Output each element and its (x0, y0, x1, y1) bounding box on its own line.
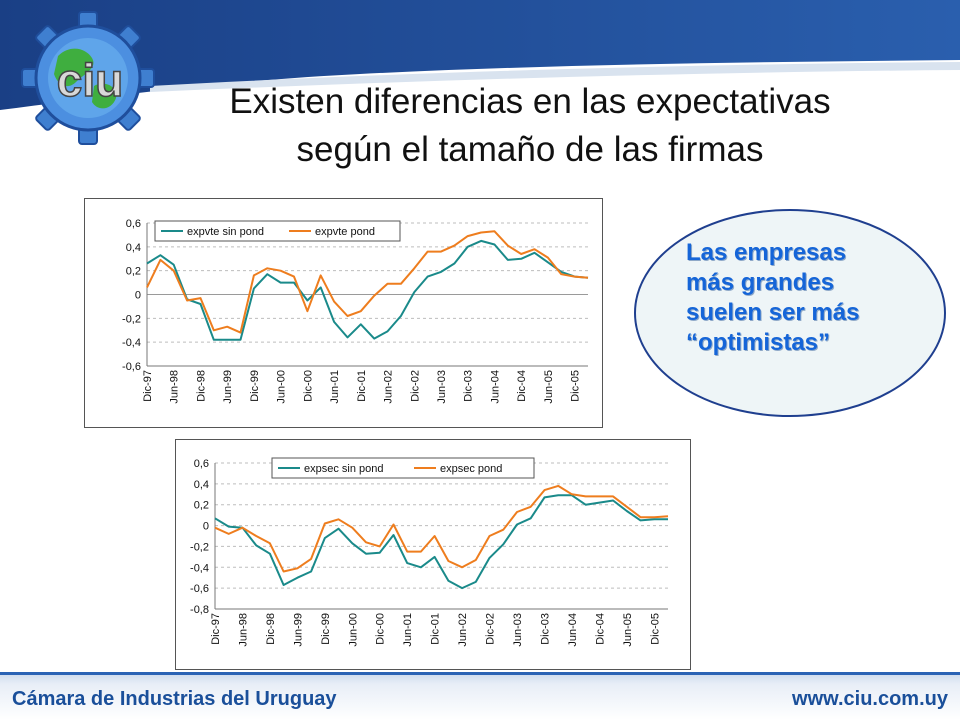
callout-text: Las empresas más grandes suelen ser más … (686, 238, 906, 358)
x-tick-label: Dic-98 (265, 613, 277, 645)
x-tick-label: Dic-01 (356, 370, 368, 402)
x-tick-label: Dic-99 (320, 613, 332, 645)
y-tick-label: 0,2 (194, 500, 209, 512)
footer-band (0, 672, 960, 720)
x-tick-label: Dic-04 (516, 370, 528, 402)
page-title: Existen diferencias en las expectativas … (150, 78, 910, 174)
y-tick-label: 0,6 (126, 218, 141, 230)
x-tick-label: Dic-00 (302, 370, 314, 402)
y-tick-label: -0,2 (122, 313, 141, 325)
x-tick-label: Dic-97 (142, 370, 154, 402)
y-tick-label: -0,6 (190, 583, 209, 595)
title-line-1: Existen diferencias en las expectativas (229, 82, 831, 121)
y-tick-label: -0,2 (190, 541, 209, 553)
x-tick-label: Jun-03 (436, 370, 448, 404)
x-tick-label: Jun-05 (622, 613, 634, 647)
x-tick-label: Dic-98 (195, 370, 207, 402)
y-tick-label: 0,6 (194, 458, 209, 470)
svg-text:ciu: ciu (57, 54, 123, 106)
x-tick-label: Jun-03 (512, 613, 524, 647)
legend-box (154, 220, 401, 242)
ciu-logo: ciu (21, 11, 155, 145)
footer-website[interactable]: www.ciu.com.uy (792, 688, 948, 710)
callout-line: más grandes (686, 269, 835, 296)
chart-expsec: 0,6 0,4 0,2 0 -0,2 -0,4 -0,6 -0,8 Dic-97 Jun-98 Di… (175, 439, 691, 670)
x-tick-label: Dic-97 (210, 613, 222, 645)
x-tick-label: Jun-04 (567, 613, 579, 647)
legend-label: expsec pond (440, 463, 502, 475)
x-tick-label: Dic-02 (485, 613, 497, 645)
x-tick-label: Dic-03 (539, 613, 551, 645)
x-tick-label: Dic-03 (463, 370, 475, 402)
x-tick-label: Jun-04 (489, 370, 501, 404)
x-tick-label: Dic-04 (594, 613, 606, 645)
series-line-2 (146, 230, 589, 334)
series-line-1 (214, 494, 668, 590)
x-tick-label: Dic-99 (249, 370, 261, 402)
x-tick-label: Jun-99 (222, 370, 234, 404)
x-tick-label: Dic-02 (409, 370, 421, 402)
legend-label: expvte pond (315, 226, 375, 238)
y-tick-label: 0,4 (194, 479, 209, 491)
callout-line: suelen ser más (686, 299, 860, 326)
header-band (0, 0, 960, 110)
legend-box (271, 457, 535, 479)
y-tick-label: -0,4 (190, 562, 209, 574)
x-tick-label: Dic-00 (375, 613, 387, 645)
x-tick-label: Jun-05 (543, 370, 555, 404)
legend-label: expsec sin pond (304, 463, 384, 475)
callout-line: Las empresas (686, 239, 847, 266)
x-tick-label: Jun-02 (457, 613, 469, 647)
y-tick-label: -0,8 (190, 604, 209, 616)
y-tick-label: -0,4 (122, 337, 141, 349)
x-tick-label: Jun-99 (292, 613, 304, 647)
x-tick-label: Jun-01 (329, 370, 341, 404)
x-tick-label: Jun-01 (402, 613, 414, 647)
x-tick-label: Jun-00 (276, 370, 288, 404)
footer-organization: Cámara de Industrias del Uruguay (12, 688, 337, 710)
legend-label: expvte sin pond (187, 226, 264, 238)
x-tick-label: Jun-98 (169, 370, 181, 404)
x-tick-label: Dic-05 (649, 613, 661, 645)
y-tick-label: -0,6 (122, 361, 141, 373)
x-tick-label: Jun-98 (237, 613, 249, 647)
x-tick-label: Jun-02 (383, 370, 395, 404)
x-tick-label: Jun-00 (347, 613, 359, 647)
y-tick-label: 0,2 (126, 266, 141, 278)
series-line-1 (146, 239, 589, 341)
y-tick-label: 0 (135, 290, 141, 302)
chart-expvte: 0,6 0,4 0,2 0 -0,2 -0,4 -0,6 Dic-97 Jun-98 Dic-98… (84, 198, 603, 428)
callout-ellipse (634, 209, 946, 417)
title-line-2: según el tamaño de las firmas (296, 130, 764, 169)
y-tick-label: 0,4 (126, 242, 141, 254)
y-tick-label: 0 (203, 521, 209, 533)
x-tick-label: Dic-05 (570, 370, 582, 402)
series-line-2 (214, 484, 669, 573)
callout-line: “optimistas” (686, 329, 831, 356)
x-tick-label: Dic-01 (430, 613, 442, 645)
